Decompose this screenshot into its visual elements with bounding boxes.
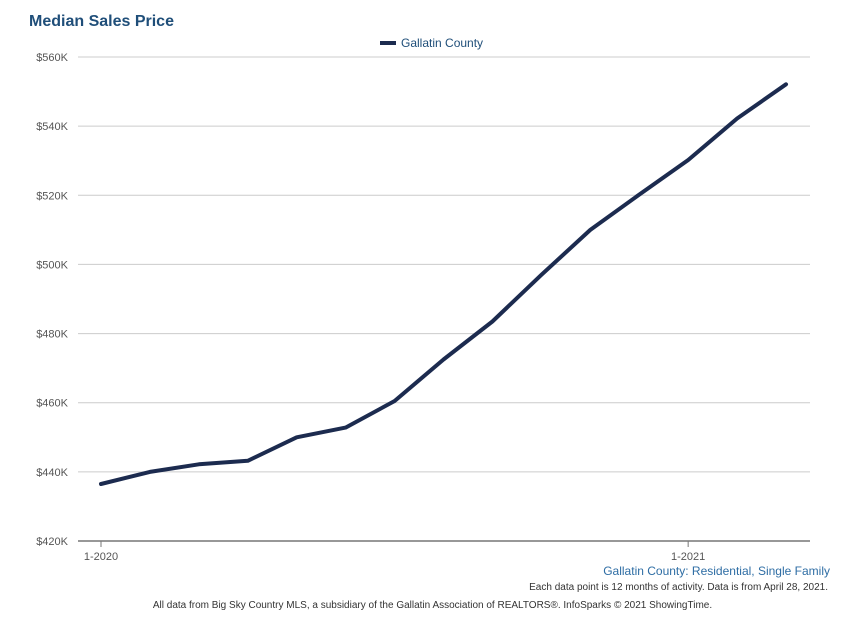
- y-tick-label: $420K: [36, 536, 68, 548]
- legend-label: Gallatin County: [401, 36, 484, 50]
- y-tick-label: $480K: [36, 329, 68, 341]
- chart-subtitle: Gallatin County: Residential, Single Fam…: [603, 564, 830, 578]
- y-tick-label: $440K: [36, 467, 68, 479]
- data-note: Each data point is 12 months of activity…: [529, 582, 828, 593]
- y-tick-label: $520K: [36, 190, 68, 202]
- y-tick-label: $560K: [36, 52, 68, 64]
- y-tick-label: $460K: [36, 398, 68, 410]
- y-tick-label: $500K: [36, 259, 68, 271]
- legend: Gallatin County: [380, 36, 483, 50]
- x-tick-label: 1-2020: [84, 551, 118, 563]
- footer-credit: All data from Big Sky Country MLS, a sub…: [152, 600, 713, 611]
- x-tick-label: 1-2021: [671, 551, 705, 563]
- legend-swatch: [380, 41, 396, 45]
- y-tick-label: $540K: [36, 121, 68, 133]
- series-line-gallatin-county: [99, 82, 788, 486]
- chart-title: Median Sales Price: [29, 13, 174, 30]
